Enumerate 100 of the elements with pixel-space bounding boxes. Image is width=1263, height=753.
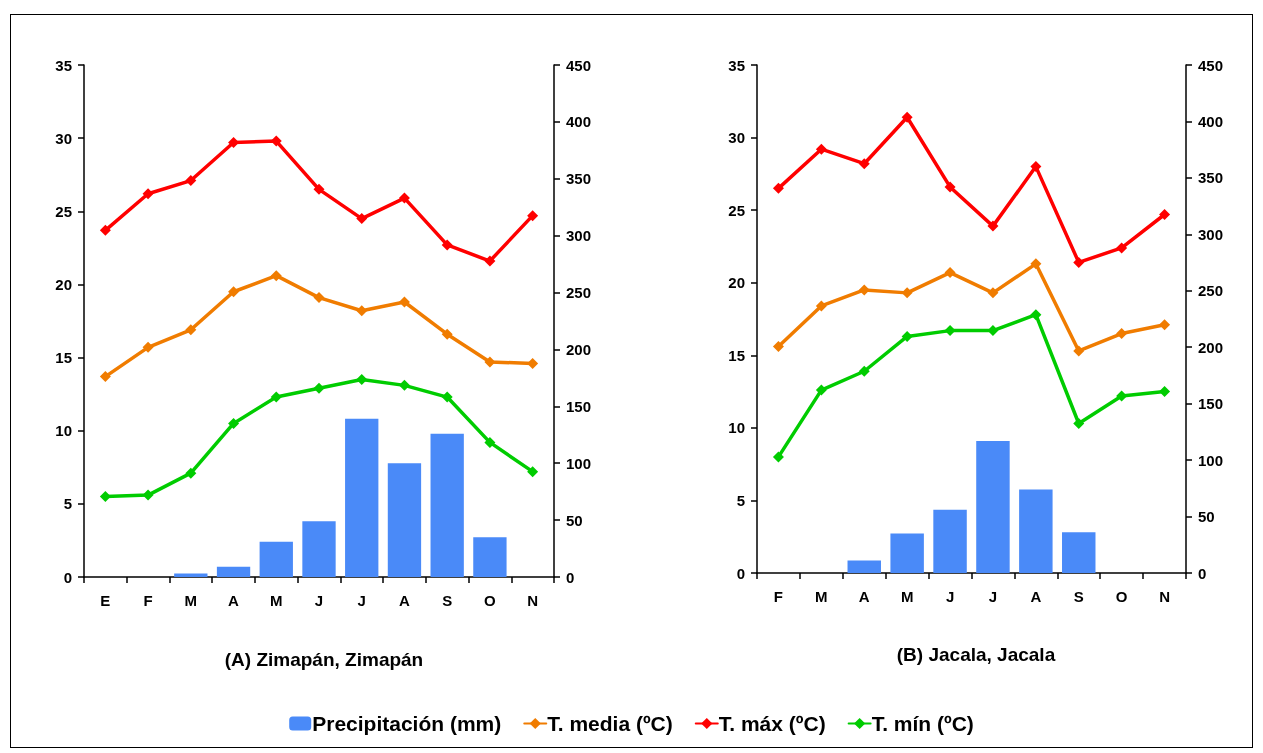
point — [1159, 386, 1171, 398]
y2-tick-label: 0 — [566, 568, 575, 586]
bar — [302, 521, 336, 577]
text: (A) Zimapán, Zimapán — [224, 649, 424, 670]
y-tick-label: 20 — [55, 275, 72, 293]
point — [398, 192, 410, 204]
point — [1159, 319, 1171, 331]
y-tick-label: 30 — [55, 129, 72, 147]
x-tick-label: M — [184, 592, 198, 609]
bar — [473, 537, 507, 577]
point — [815, 384, 827, 396]
point — [356, 305, 368, 317]
point — [270, 391, 282, 403]
point — [772, 451, 784, 463]
point — [185, 467, 197, 479]
legend-label: T. máx (ºC) — [718, 712, 826, 735]
point — [987, 287, 999, 299]
x-tick-label: M — [815, 588, 828, 605]
point — [1030, 258, 1042, 270]
y-tick-label: 0 — [736, 564, 745, 582]
point — [772, 341, 784, 353]
legend-label: T. media (ºC) — [547, 712, 673, 735]
y2-tick-label: 300 — [566, 227, 592, 245]
y-tick-label: 10 — [55, 422, 72, 440]
point — [1116, 328, 1128, 340]
y2-tick-label: 100 — [566, 454, 592, 472]
point — [858, 284, 870, 296]
bar — [1062, 532, 1096, 573]
y-tick-label: 10 — [728, 419, 745, 437]
point — [142, 489, 154, 501]
point — [356, 213, 368, 225]
point — [527, 210, 539, 222]
bar — [387, 463, 422, 577]
point — [398, 296, 410, 308]
point — [228, 286, 240, 298]
point — [484, 255, 496, 267]
y2-tick-label: 400 — [1198, 112, 1224, 130]
x-tick-label: J — [314, 592, 324, 609]
point — [142, 341, 154, 353]
y-tick-label: 0 — [63, 568, 72, 586]
x-tick-label: O — [484, 592, 497, 609]
point — [270, 270, 282, 282]
y2-tick-label: 300 — [1198, 225, 1224, 243]
y-tick-label: 5 — [63, 495, 72, 513]
y2-tick-label: 150 — [566, 397, 592, 415]
y2-tick-label: 450 — [566, 56, 592, 74]
point — [772, 182, 784, 194]
point — [527, 466, 539, 478]
bar — [1019, 489, 1053, 573]
point — [484, 356, 496, 368]
y2-tick-label: 0 — [1198, 564, 1207, 582]
y2-tick-label: 50 — [1198, 508, 1215, 526]
y-tick-label: 30 — [728, 129, 745, 147]
y-tick-label: 15 — [55, 349, 72, 367]
bar — [890, 533, 924, 573]
x-tick-label: E — [100, 592, 111, 609]
bar — [259, 541, 293, 577]
y2-tick-label: 350 — [566, 170, 592, 188]
point — [901, 111, 913, 123]
y2-tick-label: 150 — [1198, 395, 1224, 413]
text: (B) Jacala, Jacala — [896, 644, 1056, 665]
y-tick-label: 15 — [728, 346, 745, 364]
point — [858, 365, 870, 377]
point — [99, 491, 111, 503]
point — [1030, 161, 1042, 173]
point — [185, 324, 197, 336]
x-tick-label: J — [988, 588, 998, 605]
bar — [430, 433, 464, 577]
y-tick-label: 35 — [55, 56, 72, 74]
point — [1073, 256, 1085, 268]
x-tick-label: N — [527, 592, 539, 609]
x-tick-label: F — [143, 592, 153, 609]
x-tick-label: A — [1030, 588, 1042, 605]
bar — [847, 560, 881, 573]
y2-tick-label: 400 — [566, 113, 592, 131]
point — [1116, 242, 1128, 254]
bar — [345, 418, 379, 577]
x-tick-label: J — [945, 588, 955, 605]
point — [1073, 418, 1085, 429]
y2-tick-label: 50 — [566, 511, 583, 529]
point — [185, 175, 197, 187]
point — [815, 300, 827, 312]
point — [313, 382, 325, 394]
point — [944, 181, 956, 193]
x-tick-label: O — [1115, 588, 1128, 605]
x-tick-label: F — [773, 588, 784, 605]
point — [1030, 309, 1042, 321]
x-tick-label: A — [228, 592, 240, 609]
y2-tick-label: 200 — [1198, 338, 1224, 356]
point — [228, 417, 240, 429]
x-tick-label: M — [900, 588, 914, 605]
x-tick-label: N — [1159, 588, 1170, 605]
point — [441, 239, 453, 251]
point — [441, 328, 453, 340]
point — [313, 292, 325, 304]
x-tick-label: M — [270, 592, 283, 609]
x-tick-label: A — [858, 588, 870, 605]
y-tick-label: 25 — [55, 202, 72, 220]
x-tick-label: J — [357, 592, 366, 609]
point — [527, 357, 539, 369]
